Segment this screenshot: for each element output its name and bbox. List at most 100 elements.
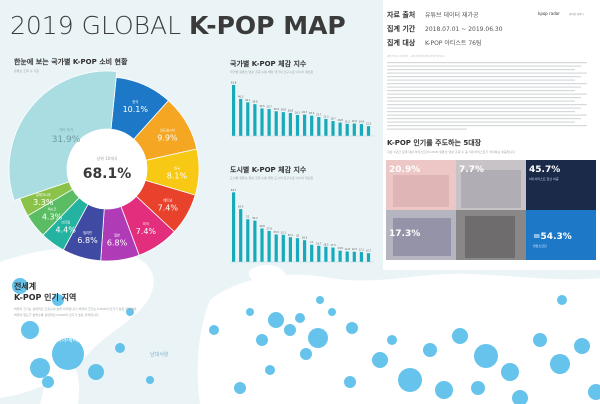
artist-tile-4-pct: 17.3% [389, 229, 420, 239]
bar-chart-2-heading: 도시별 K-POP 체감 지수 [230, 165, 307, 174]
map-bubble [435, 381, 453, 399]
donut-heading: 한눈에 보는 국가별 K-POP 소비 현황 [14, 57, 128, 66]
map-bubble [346, 322, 358, 334]
map-bubble [452, 328, 468, 344]
bar-value-label-2-8: 33.1 [281, 231, 287, 234]
map-bubble [398, 368, 422, 392]
fine-print-line [387, 62, 587, 64]
summary-tile-sub: 방탄소년단 [533, 243, 547, 248]
bar-2-2 [239, 209, 243, 262]
bar-2-8 [281, 234, 285, 262]
bar-1-9 [288, 112, 292, 136]
bar-value-label-2-16: 13.8 [337, 247, 343, 250]
map-bubble [42, 376, 54, 388]
bar-value-label-1-3: 42.1 [245, 99, 251, 102]
donut-note: 유튜브 조회 수 기준 [14, 68, 39, 73]
map-bubble [256, 334, 268, 346]
bar-value-label-2-13: 19.7 [316, 242, 322, 245]
world-body-2: 버블의 밀도가 높을수록 상대적인 K-POP의 인기가 높은 지역입니다. [14, 312, 99, 317]
bar-value-label-2-7: 33.5 [274, 231, 280, 234]
bar-1-15 [331, 121, 335, 136]
bar-1-14 [324, 118, 328, 136]
logo-subtext: 케이팝 레이더 [569, 12, 584, 16]
map-bubble [512, 390, 528, 404]
bar-value-label-1-5: 34.5 [259, 105, 265, 108]
bar-value-label-1-6: 33.7 [266, 106, 272, 109]
bar-1-19 [359, 124, 363, 136]
bar-1-3 [246, 102, 250, 136]
bar-value-label-2-5: 40.8 [259, 225, 265, 228]
artist-tile-2-pct: 7.7% [459, 165, 484, 175]
fine-print-line [387, 125, 587, 127]
trends-heading: K-POP 인기를 주도하는 5대장 [387, 138, 482, 147]
artist-tile-5-figures [465, 216, 515, 258]
fine-print-line [387, 100, 575, 102]
bar-value-label-1-12: 25.4 [309, 112, 315, 115]
title-kpop-map: K-POP MAP [189, 11, 346, 40]
donut-slice-value-9: 4.3% [42, 212, 63, 221]
donut-slice-value-3: 8.1% [167, 171, 188, 180]
donut-slice-value-10: 3.3% [33, 198, 54, 207]
map-bubble [115, 343, 125, 353]
map-bubble [423, 343, 437, 357]
bar-value-label-2-11: 26.5 [302, 237, 308, 240]
bar-value-label-1-16: 16.8 [337, 119, 343, 122]
fine-print-line [387, 111, 575, 113]
bar-chart-2: 84.7 64.3 52 50.3 40.837.833.5 33.130.1 2926.5… [230, 189, 374, 263]
donut-slice-value-2: 9.9% [157, 134, 178, 143]
donut-slice-label-1: 한국 [132, 99, 138, 104]
fine-print-line [387, 128, 467, 130]
world-map [0, 247, 600, 404]
map-bubble [300, 348, 312, 360]
artist-tiles: 20.9% 7.7% 45.7% 5대 아티스트 합산 비중 17.3% =54… [386, 160, 596, 260]
fine-print-line [387, 76, 581, 78]
bar-value-label-1-19: 14.9 [359, 121, 365, 124]
bar-value-label-1-13: 23.7 [316, 114, 322, 117]
bar-2-11 [303, 240, 307, 262]
map-bubble [557, 295, 567, 305]
info-label-source: 자료 출처 [387, 10, 415, 19]
bar-value-label-2-2: 64.3 [238, 206, 244, 209]
donut-center-value: 68.1% [83, 166, 132, 182]
map-landmass-scandinavia [248, 264, 286, 285]
map-bubble [372, 352, 388, 368]
donut-rest-value: 31.9% [52, 135, 81, 145]
map-bubble [265, 365, 275, 375]
bar-2-17 [345, 251, 349, 262]
bar-2-10 [295, 238, 300, 262]
artist-list-fine-print [387, 62, 587, 130]
map-landmass-eurasia [197, 273, 600, 404]
bar-2-7 [274, 234, 278, 262]
donut-slice-label-7: 필리핀 [83, 230, 92, 235]
bar-1-5 [260, 108, 264, 136]
bar-value-label-1-14: 21.3 [323, 115, 329, 118]
bar-1-6 [267, 109, 271, 136]
info-row-source: 자료 출처 유튜브 데이터 재가공 [387, 10, 479, 19]
artist-tile-1-pct: 20.9% [389, 165, 420, 175]
bar-value-label-2-18: 12.5 [352, 248, 358, 251]
map-bubble [295, 313, 305, 323]
fine-print-line [387, 118, 581, 120]
bar-value-label-1-18: 15.6 [352, 120, 358, 123]
map-bubble [209, 325, 219, 335]
world-heading-2: K-POP 인기 지역 [14, 292, 76, 302]
fine-print-line [387, 93, 587, 95]
bar-value-label-1-2: 46.3 [238, 95, 244, 98]
artist-tile-4-figures [393, 218, 451, 256]
map-bubble [12, 278, 28, 294]
info-panel: 자료 출처 유튜브 데이터 재가공 집계 기간 2018.07.01 ~ 201… [383, 0, 600, 270]
bar-2-3 [246, 219, 250, 262]
bar-value-label-1-10: 26.3 [295, 111, 301, 114]
bar-1-7 [274, 111, 278, 136]
artist-tile-3-pct: 45.7% [529, 165, 560, 175]
bar-2-14 [324, 246, 328, 262]
bar-value-label-2-1: 84.7 [231, 189, 237, 192]
info-row-period: 집계 기간 2018.07.01 ~ 2019.06.30 [387, 24, 503, 33]
bar-1-20 [366, 126, 371, 136]
bar-1-17 [345, 123, 349, 136]
bar-value-label-1-11: 26.7 [302, 111, 308, 114]
bar-value-label-1-20: 12.3 [366, 123, 372, 126]
bar-value-label-1-1: 63.8 [231, 81, 237, 84]
info-row-target: 집계 대상 K-POP 아티스트 76팀 [387, 38, 481, 47]
